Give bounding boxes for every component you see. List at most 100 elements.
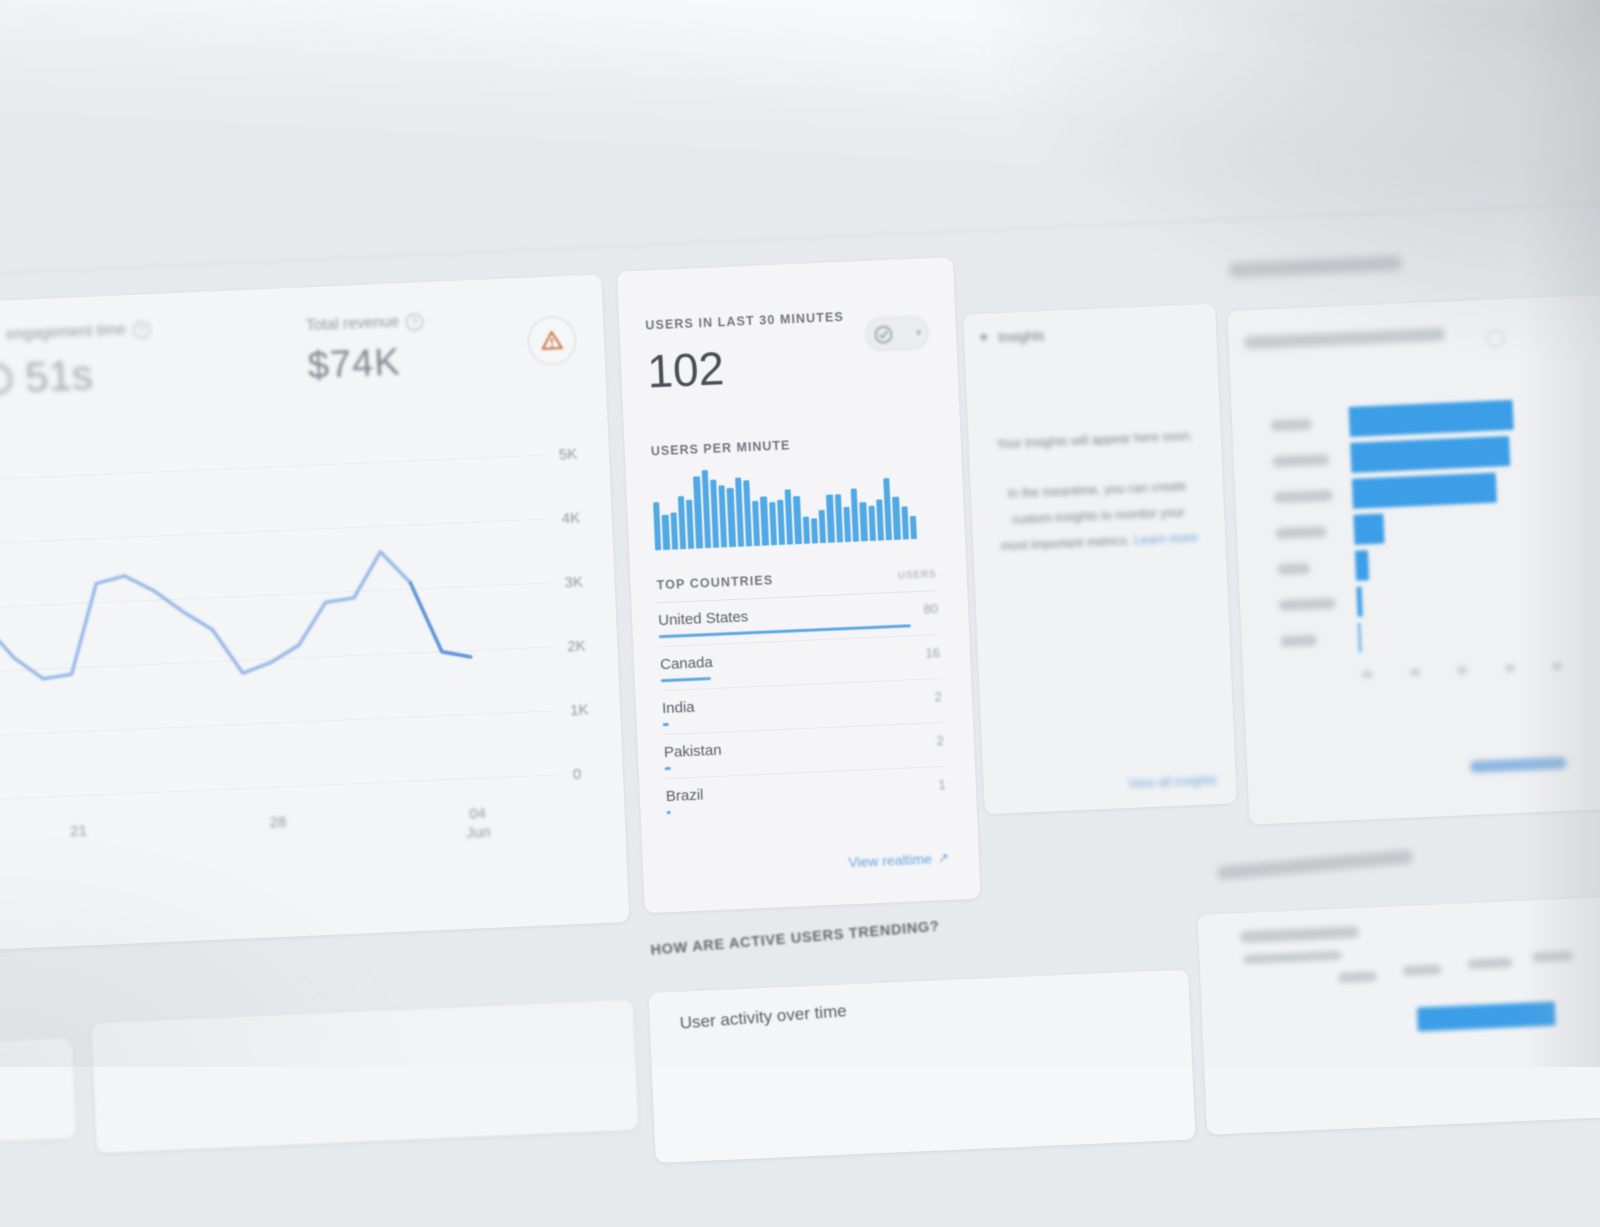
revenue-trend-line [0,548,471,684]
minute-bar [727,488,736,547]
minute-bar [678,496,687,549]
blurred-column-header [1468,957,1512,969]
minute-bar [718,486,727,548]
minute-bar [662,515,670,550]
country-name: Pakistan [664,742,722,761]
country-users-value: 80 [923,601,938,617]
revenue-metric-label: Total revenue [306,313,400,335]
country-bar [663,723,669,726]
y-axis-tick-label: 4K [561,510,580,528]
revenue-metric-value: $74K [307,340,426,388]
horizontal-bar [1353,514,1384,545]
blurred-blue-bar [1417,1002,1556,1032]
data-quality-button[interactable] [527,316,577,366]
overview-metrics-card: engagement time 51s Total revenue $74K [0,274,629,952]
country-row-line: Brazil 1 [666,776,946,805]
minute-bar [901,507,909,540]
blurred-row-label [1271,418,1311,431]
top-countries-label: TOP COUNTRIES [656,573,773,592]
country-bar [667,811,671,814]
view-all-insights-link[interactable]: View all insights [1128,773,1217,791]
minute-bar [686,500,694,549]
country-users-value: 1 [938,777,946,792]
blurred-row-label [1279,597,1335,610]
minute-bar [653,503,661,551]
minute-bar [793,496,801,544]
x-axis-tick-label: 28 [269,814,286,832]
minute-bar [851,488,860,541]
minute-bar [876,499,884,541]
insights-sparkle-icon [978,330,990,346]
arrow-up-right-icon [938,850,950,866]
gridline [0,711,553,737]
minute-bar [743,481,752,547]
bottom-left-corner-card [0,1038,76,1141]
caret-down-icon [916,327,921,338]
insights-title: Insights [998,328,1045,345]
blurred-column-header [1403,964,1441,976]
horizontal-bar [1356,587,1362,617]
y-axis-tick-label: 1K [570,701,589,719]
country-bar [661,677,711,682]
minute-bar [670,513,678,550]
insights-text-line: Your insights will appear here soon. [982,422,1207,458]
y-axis-tick-label: 2K [567,637,586,655]
cut-off-glyph [0,362,14,396]
minute-bar [868,506,876,541]
horizontal-bar [1350,436,1510,473]
help-icon[interactable] [406,313,424,331]
info-icon[interactable] [1486,329,1505,348]
country-users-value: 16 [925,645,940,661]
gridline [0,583,548,609]
top-pages-card [1227,295,1600,825]
x-axis-ticks [1362,662,1562,679]
blurred-row-label [1274,489,1332,503]
blurred-row-label [1277,562,1309,574]
x-axis-tick-label: 04Jun [465,805,491,842]
gridline [0,455,542,481]
blurred-column-header [1533,951,1573,963]
learn-more-link[interactable]: Learn more [1134,531,1198,548]
minute-bar [735,477,744,547]
blurred-footer-link[interactable] [1470,757,1566,773]
blurred-row-label [1273,453,1329,466]
blurred-card-title [1244,328,1444,350]
analytics-dashboard-photo: engagement time 51s Total revenue $74K [0,0,1600,1067]
x-axis-tick-label: 21 [70,822,87,840]
minute-bar [811,518,818,543]
blurred-row-label [1276,526,1326,539]
check-circle-icon [873,323,895,345]
minute-bar [843,507,851,542]
users-per-minute-bar-chart [652,461,917,550]
horizontal-bar-chart [1232,392,1600,660]
gridline [0,519,545,545]
insights-header: Insights [963,304,1216,347]
minute-bar [883,478,892,540]
country-name: Brazil [666,786,704,805]
revenue-trend-line-end [410,580,470,659]
realtime-status-control[interactable] [865,316,928,351]
engagement-metric: engagement time 51s [6,320,153,402]
view-realtime-link[interactable]: View realtime [848,850,949,870]
horizontal-bar [1349,400,1514,437]
blurred-card-subtitle [1243,951,1341,964]
insights-body: Your insights will appear here soon.In t… [968,422,1225,561]
country-row: Brazil 1 [665,766,946,814]
help-icon[interactable] [132,321,150,339]
y-axis-tick-label: 0 [573,766,582,783]
horizontal-bar [1352,473,1497,509]
minute-bar [826,495,834,543]
minute-bar [777,499,785,544]
country-users-value: 2 [936,733,944,748]
bottom-right-card [1198,896,1600,1135]
horizontal-bar [1355,550,1369,581]
y-axis-tick-label: 3K [564,574,583,592]
minute-bar [860,502,868,541]
